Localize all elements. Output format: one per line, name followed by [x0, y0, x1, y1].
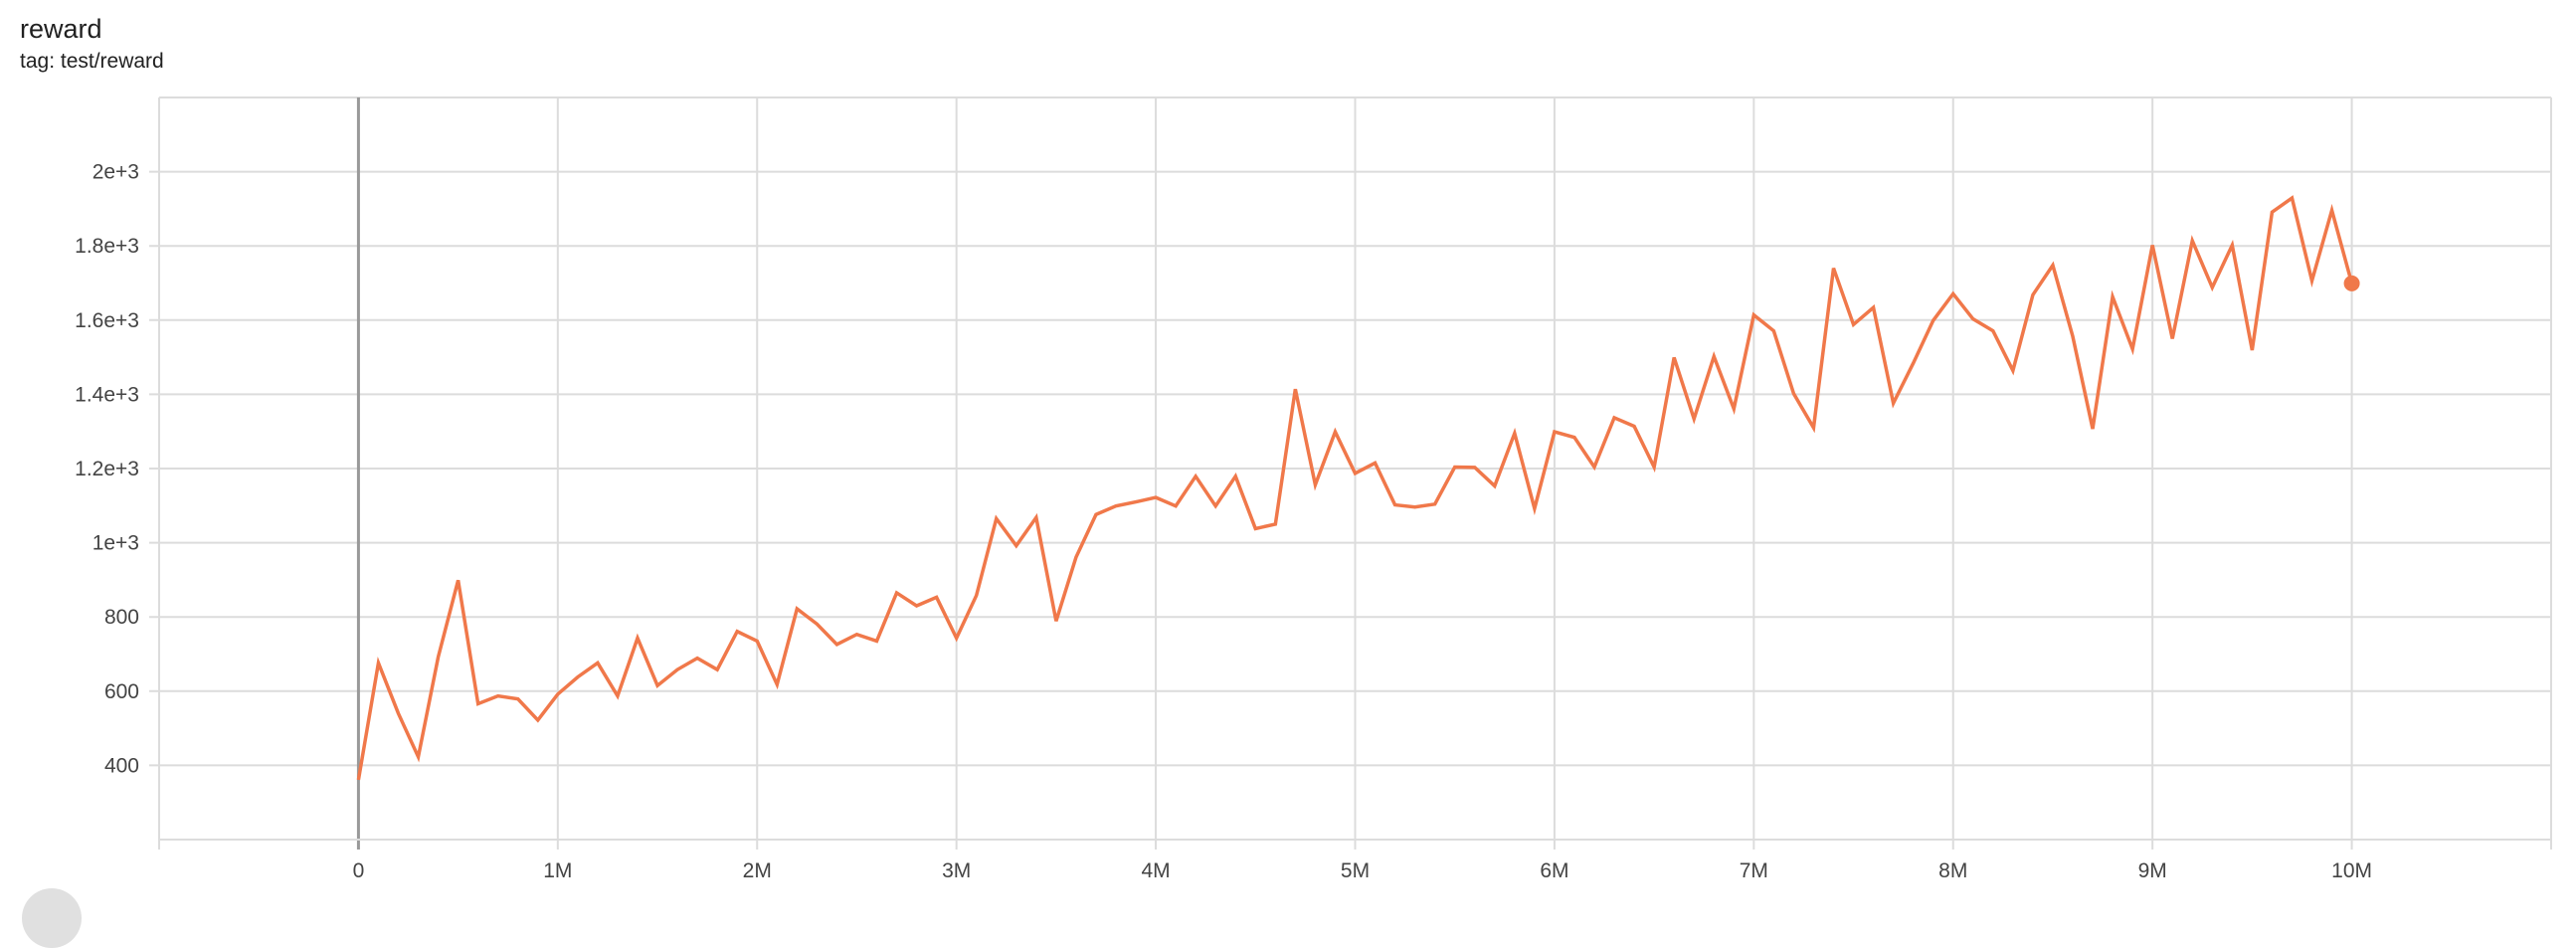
line-chart: 400 600 800 1e+3 1.2e+3 1.4e+3 1.6e+3 1.8e+3 2e+… — [75, 96, 2552, 882]
fit-domain-button[interactable] — [22, 888, 82, 948]
chart-title: reward — [20, 14, 102, 44]
reward-line — [356, 195, 2354, 781]
y-tick-label: 2e+3 — [92, 161, 139, 184]
x-tick-label: 2M — [743, 859, 772, 882]
chart-tag: tag: test/reward — [20, 50, 164, 73]
x-tick-label: 7M — [1740, 859, 1768, 882]
series — [356, 195, 2360, 781]
x-tick-label: 1M — [543, 859, 572, 882]
y-tick-label: 1.4e+3 — [75, 383, 139, 406]
axes: 400 600 800 1e+3 1.2e+3 1.4e+3 1.6e+3 1.8e+3 2e+… — [75, 97, 2551, 882]
y-tick-label: 400 — [104, 754, 139, 777]
y-tick-label: 800 — [104, 606, 139, 629]
x-tick-label: 3M — [942, 859, 971, 882]
x-tick-label: 5M — [1341, 859, 1370, 882]
y-tick-label: 600 — [104, 680, 139, 703]
last-point-marker — [2343, 275, 2360, 291]
x-tick-label: 4M — [1141, 859, 1170, 882]
x-tick-label: 8M — [1938, 859, 1967, 882]
x-tick-label: 10M — [2331, 859, 2372, 882]
x-tick-label: 0 — [353, 859, 365, 882]
x-tick-label: 6M — [1540, 859, 1568, 882]
y-tick-label: 1.2e+3 — [75, 458, 139, 480]
grid — [149, 96, 2552, 850]
x-tick-label: 9M — [2138, 859, 2167, 882]
y-tick-label: 1.8e+3 — [75, 235, 139, 258]
y-tick-label: 1e+3 — [92, 532, 139, 555]
y-tick-label: 1.6e+3 — [75, 309, 139, 332]
